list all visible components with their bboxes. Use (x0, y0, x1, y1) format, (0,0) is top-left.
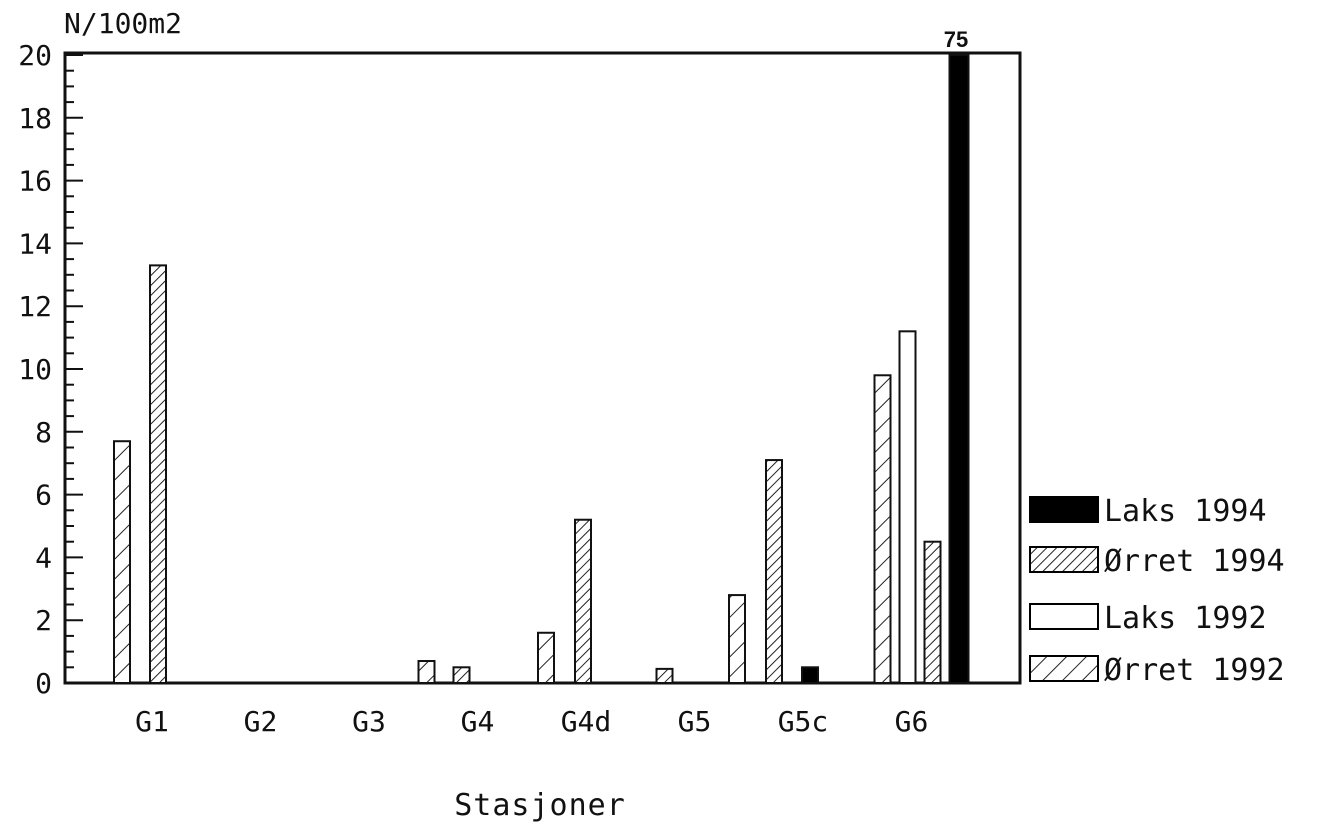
bar-g4d-orret-1994 (574, 518, 592, 684)
bars-layer (113, 54, 970, 685)
bar-g5c-orret-1992 (728, 594, 746, 685)
y-tick-label: 0 (35, 667, 52, 700)
y-tick-label: 8 (35, 416, 52, 449)
bar-g6-orret-1994 (923, 540, 942, 685)
y-tick-label: 20 (18, 39, 52, 72)
x-axis-label: Stasjoner (454, 788, 626, 823)
x-tick-label-g3: G3 (352, 705, 386, 738)
legend-swatch-orret-1992 (1029, 655, 1099, 682)
y-tick-label: 4 (35, 541, 52, 574)
y-axis-unit-label: N/100m2 (64, 7, 182, 40)
x-tick-label-g4d: G4d (561, 705, 612, 738)
y-tick-label: 10 (18, 353, 52, 386)
bar-g6-orret-1992 (873, 374, 892, 684)
bar-g6-laks-1994 (948, 54, 970, 684)
x-tick-label-g5c: G5c (778, 705, 829, 738)
y-tick-label: 16 (18, 165, 52, 198)
bar-g5-orret-1994 (655, 667, 674, 684)
x-tick-label-g2: G2 (244, 705, 278, 738)
bar-g4d-orret-1992 (537, 631, 555, 685)
bar-g5c-orret-1994 (765, 459, 783, 684)
x-tick-label-g1: G1 (135, 705, 169, 738)
legend: Laks 1994 Ørret 1994 Laks 1992 Ørret 199… (1029, 494, 1285, 688)
bar-g4-orret-1992 (417, 660, 436, 685)
y-tick-label: 2 (35, 604, 52, 637)
bar-g1-orret-1994 (149, 264, 167, 684)
bar-g5c-laks-1994 (801, 666, 819, 684)
legend-swatch-orret-1994 (1029, 546, 1099, 573)
overflow-annotation: 75 (944, 27, 968, 52)
y-tick-label: 12 (18, 290, 52, 323)
bar-g6-laks-1992 (898, 330, 917, 684)
y-axis: 0 2 4 6 8 10 12 14 16 18 20 (18, 39, 83, 700)
legend-label-orret-1992: Ørret 1992 (1104, 653, 1285, 688)
legend-label-orret-1994: Ørret 1994 (1104, 544, 1285, 579)
legend-label-laks-1994: Laks 1994 (1104, 494, 1267, 529)
bar-g4-orret-1994 (452, 666, 471, 684)
x-tick-label-g6: G6 (895, 705, 929, 738)
bar-g1-orret-1992 (113, 440, 131, 684)
y-tick-label: 18 (18, 102, 52, 135)
y-tick-label: 14 (18, 227, 52, 260)
x-tick-label-g4: G4 (461, 705, 495, 738)
legend-swatch-laks-1992 (1029, 603, 1099, 630)
x-axis: G1 G2 G3 G4 G4d G5 G5c G6 (135, 705, 928, 738)
legend-label-laks-1992: Laks 1992 (1104, 601, 1267, 636)
y-tick-label: 6 (35, 479, 52, 512)
x-tick-label-g5: G5 (678, 705, 712, 738)
legend-swatch-laks-1994 (1029, 496, 1099, 523)
